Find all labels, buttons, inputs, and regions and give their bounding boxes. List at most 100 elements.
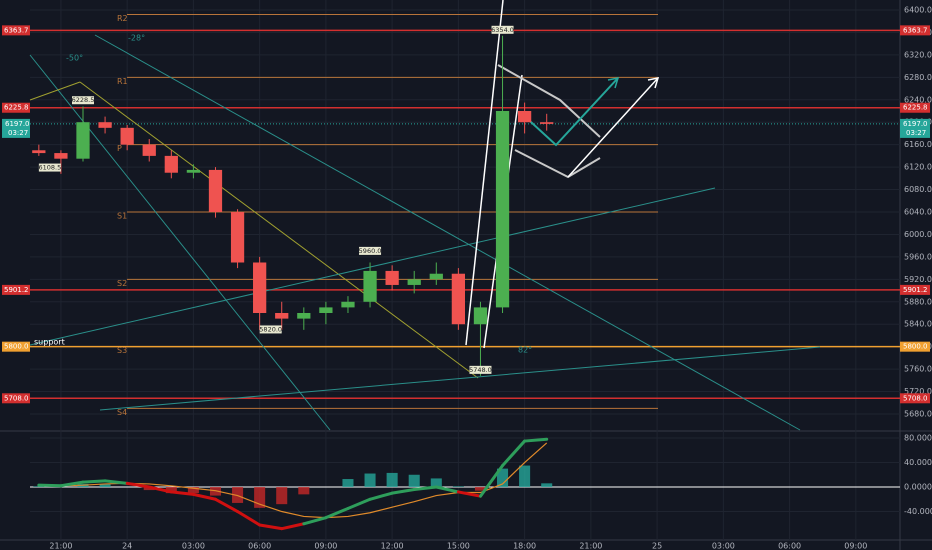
histogram-bar bbox=[187, 487, 199, 494]
histogram-bar bbox=[298, 487, 310, 495]
candle-body bbox=[341, 301, 355, 308]
macd-line bbox=[37, 483, 63, 488]
macd-line bbox=[324, 506, 350, 520]
y-tick-label: 5920.0 bbox=[904, 275, 932, 284]
callout-label: 5960.0 bbox=[359, 247, 382, 255]
y-tick-label: 5880.0 bbox=[904, 297, 932, 306]
candle-body bbox=[98, 122, 112, 128]
histogram-bar bbox=[452, 486, 464, 488]
macd-line bbox=[523, 437, 549, 443]
histogram-bar bbox=[33, 486, 45, 488]
countdown-label: 03:27 bbox=[906, 129, 926, 137]
candle-body bbox=[451, 273, 465, 325]
callout-label: 6354.0 bbox=[491, 26, 514, 34]
histogram-bar bbox=[386, 472, 398, 488]
y-tick-label: 6240.0 bbox=[904, 95, 932, 104]
macd-line bbox=[213, 497, 240, 514]
callout-label: 6228.5 bbox=[72, 96, 95, 104]
price-label: 6363.7 bbox=[903, 26, 928, 34]
x-tick-label: 15:00 bbox=[447, 542, 470, 550]
price-label: 5800.0 bbox=[903, 343, 928, 351]
callout-box bbox=[38, 163, 61, 172]
price-label-box bbox=[900, 341, 930, 352]
support-label: support bbox=[34, 338, 65, 347]
candle-body bbox=[297, 313, 311, 319]
pivot-label: R1 bbox=[117, 77, 128, 86]
macd-line bbox=[236, 510, 262, 527]
histogram-bar bbox=[364, 473, 376, 488]
candle-body bbox=[208, 169, 223, 212]
x-tick-label: 21:00 bbox=[49, 542, 72, 550]
price-label: 6225.8 bbox=[4, 104, 29, 112]
price-label-box bbox=[900, 102, 930, 113]
price-callout: 6108.5 bbox=[38, 163, 61, 172]
macd-line bbox=[258, 523, 284, 531]
histogram-bar bbox=[276, 487, 288, 505]
last-price-label: 6197.0 bbox=[903, 120, 928, 128]
y-tick-label: 5840.0 bbox=[904, 320, 932, 329]
callout-label: 6108.5 bbox=[38, 164, 61, 172]
price-label-box bbox=[2, 393, 30, 404]
price-label-box bbox=[900, 25, 930, 36]
callout-box bbox=[359, 246, 382, 255]
macd-line bbox=[501, 439, 527, 468]
price-label-box bbox=[2, 25, 30, 36]
histogram-bar bbox=[497, 468, 509, 488]
macd-line bbox=[81, 479, 107, 484]
arrow-head bbox=[607, 77, 620, 89]
price-label: 5708.0 bbox=[4, 394, 29, 402]
price-label: 5901.2 bbox=[4, 286, 29, 294]
macd-line bbox=[456, 490, 482, 498]
candle-body bbox=[120, 127, 134, 145]
channel-line bbox=[465, 0, 504, 346]
pivot-label: R2 bbox=[117, 14, 128, 23]
candle-body bbox=[54, 153, 68, 159]
price-callout: 5748.0 bbox=[469, 365, 492, 374]
last-price-label: 6197.0 bbox=[5, 120, 30, 128]
histogram-bar bbox=[430, 478, 442, 488]
trend-line bbox=[94, 34, 801, 431]
macd-line bbox=[59, 480, 85, 488]
macd-line bbox=[147, 485, 173, 494]
pivot-label: S1 bbox=[117, 211, 127, 220]
x-tick-label: 06:00 bbox=[778, 542, 801, 550]
candle-body bbox=[517, 110, 532, 123]
histogram-bar bbox=[342, 479, 354, 488]
macd-line bbox=[125, 481, 151, 489]
y-tick-label: 6000.0 bbox=[904, 230, 932, 239]
angle-label: -28° bbox=[128, 34, 145, 43]
candle-body bbox=[495, 110, 510, 308]
price-label-box bbox=[2, 284, 30, 295]
y-tick-label: 5680.0 bbox=[904, 410, 932, 419]
y-tick-label: 5760.0 bbox=[904, 365, 932, 374]
pivot-label: S4 bbox=[117, 408, 127, 417]
histogram-bar bbox=[474, 487, 486, 491]
macd-line bbox=[169, 490, 195, 496]
x-tick-label: 09:00 bbox=[844, 542, 867, 550]
last-price-box bbox=[2, 118, 30, 138]
y-tick-label: 6040.0 bbox=[904, 207, 932, 216]
price-callout: 6228.5 bbox=[71, 96, 95, 105]
annotations: -50° -28° 82° support bbox=[34, 34, 532, 355]
candle-body bbox=[186, 169, 201, 173]
candle-body bbox=[164, 155, 178, 173]
x-tick-label: 25 bbox=[652, 542, 662, 550]
price-label: 5901.2 bbox=[903, 286, 928, 294]
candle-body bbox=[32, 150, 46, 154]
histogram-bar bbox=[541, 483, 553, 488]
trend-line bbox=[29, 81, 81, 101]
y-tick-label: -40.0000 bbox=[904, 507, 932, 516]
histogram-bar bbox=[408, 474, 420, 488]
drawings bbox=[29, 0, 821, 431]
candle-body bbox=[142, 144, 156, 156]
price-label-box bbox=[900, 284, 930, 295]
macd-line bbox=[390, 487, 416, 495]
macd-line bbox=[280, 522, 306, 531]
callout-box bbox=[71, 96, 94, 105]
candle-body bbox=[275, 313, 289, 319]
price-label: 5708.0 bbox=[903, 394, 928, 402]
x-tick-label: 21:00 bbox=[579, 542, 602, 550]
candle-body bbox=[407, 279, 421, 285]
